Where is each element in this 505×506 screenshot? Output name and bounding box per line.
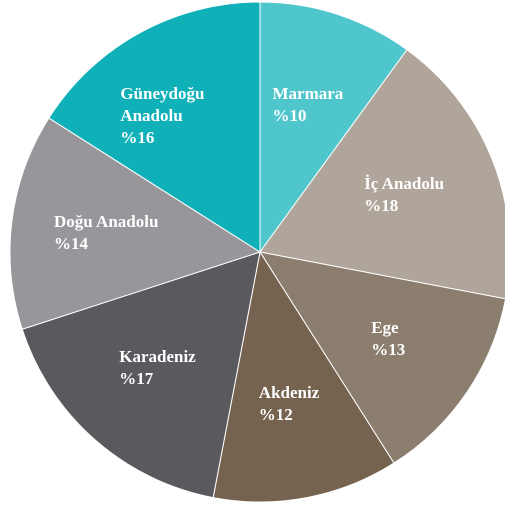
value-label: %14 [54,233,89,253]
slice [48,1,261,253]
slice-label: Güneydoğu Anadolu %16 [120,83,250,149]
slice-label: Marmara %10 [272,83,343,127]
value-label: %16 [120,128,155,148]
category-label: Doğu Anadolu [54,211,159,231]
slice [258,251,505,464]
category-label: Marmara [272,83,344,103]
category-label: İç Anadolu [364,173,445,193]
category-label: Akdeniz [258,383,320,403]
slice-label: Ege %13 [371,317,405,361]
value-label: %18 [364,195,399,215]
slice [259,49,505,300]
value-label: %17 [119,369,154,389]
slice [212,250,395,503]
category-label: Güneydoğu Anadolu [120,84,205,126]
slice-label: Doğu Anadolu %14 [54,211,158,255]
value-label: %10 [272,105,307,125]
slice-label: İç Anadolu %18 [364,173,444,217]
category-label: Karadeniz [119,347,196,367]
slice [259,1,408,254]
slice [9,117,262,330]
slice-label: Karadeniz %17 [119,346,196,390]
value-label: %12 [258,405,293,425]
value-label: %13 [371,340,406,360]
slice [21,251,261,499]
category-label: Ege [371,318,399,338]
slice-label: Akdeniz %12 [259,382,319,426]
